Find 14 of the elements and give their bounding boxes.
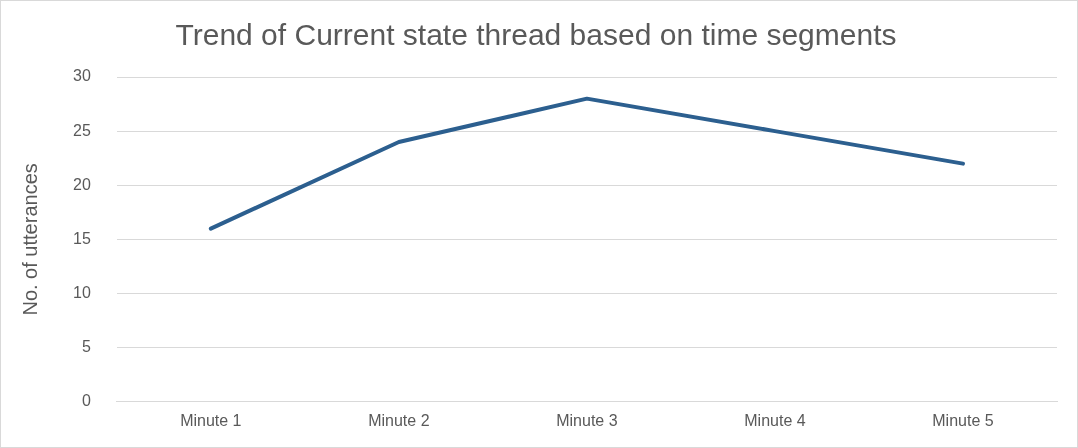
y-tick-label: 15: [73, 229, 91, 247]
y-tick-label: 10: [73, 283, 91, 301]
y-tick-label: 30: [73, 67, 91, 85]
y-tick-label: 5: [81, 338, 91, 356]
x-tick-label: Minute 2: [368, 411, 430, 429]
x-tick-label: Minute 3: [556, 411, 618, 429]
y-tick-label: 0: [81, 392, 91, 410]
x-tick-label: Minute 1: [180, 411, 242, 429]
y-axis-title: No. of utterances: [18, 163, 41, 316]
chart-title: Trend of Current state thread based on time segments: [175, 18, 897, 52]
y-tick-label: 20: [73, 175, 91, 193]
x-tick-label: Minute 5: [932, 411, 994, 429]
x-tick-label: Minute 4: [744, 411, 806, 429]
y-tick-label: 25: [73, 121, 91, 139]
